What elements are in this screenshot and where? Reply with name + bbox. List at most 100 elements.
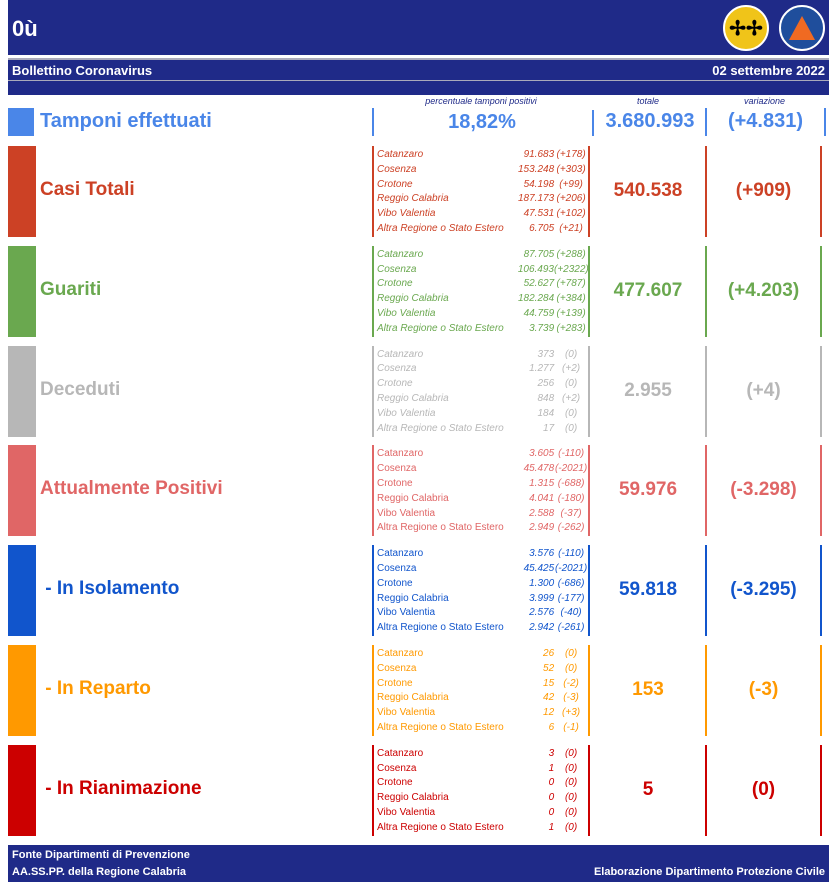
color-block bbox=[8, 744, 36, 836]
region-name: Reggio Calabria bbox=[377, 193, 449, 205]
color-block bbox=[8, 245, 36, 337]
region-delta: (0) bbox=[564, 821, 578, 833]
region-row: Crotone 1.315 (-688) bbox=[374, 477, 588, 492]
region-name: Cosenza bbox=[377, 163, 417, 175]
region-table: Catanzaro 3 (0) Cosenza 1 (0) Crotone 0 … bbox=[372, 744, 590, 836]
bulletin-title: Bollettino Coronavirus bbox=[12, 63, 153, 78]
region-row: Reggio Calabria 4.041 (-180) bbox=[374, 492, 588, 507]
region-value: 1 bbox=[548, 821, 555, 833]
region-row: Vibo Valentia 184 (0) bbox=[374, 407, 588, 422]
header-title: 0ù bbox=[12, 16, 38, 41]
tamponi-totale: 3.680.993 bbox=[592, 110, 706, 136]
region-delta: (-177) bbox=[557, 592, 585, 604]
region-row: Reggio Calabria 3.999 (-177) bbox=[374, 592, 588, 607]
region-value: 3 bbox=[548, 747, 555, 759]
color-block bbox=[8, 108, 34, 136]
region-row: Cosenza 1.277 (+2) bbox=[374, 362, 588, 377]
region-delta: (0) bbox=[564, 378, 578, 390]
col-header-perc: percentuale tamponi positivi bbox=[425, 96, 537, 106]
section-1: Guariti Catanzaro 87.705 (+288) Cosenza … bbox=[8, 245, 829, 337]
section-variazione: (+4.203) bbox=[705, 245, 822, 337]
region-name: Catanzaro bbox=[377, 149, 424, 160]
region-value: 187.173 bbox=[518, 193, 555, 205]
protezione-civile-logo bbox=[779, 5, 825, 51]
color-block bbox=[8, 545, 36, 637]
region-name: Crotone bbox=[377, 577, 413, 589]
region-delta: (-262) bbox=[557, 522, 585, 534]
region-value: 91.683 bbox=[523, 149, 555, 160]
region-value: 3.999 bbox=[529, 592, 555, 604]
footer-credit: Elaborazione Dipartimento Protezione Civ… bbox=[593, 866, 825, 878]
region-name: Crotone bbox=[377, 777, 413, 789]
region-name: Altra Regione o Stato Estero bbox=[377, 222, 504, 234]
region-delta: (-2021) bbox=[554, 562, 588, 574]
region-delta: (+303) bbox=[556, 163, 586, 175]
region-name: Crotone bbox=[377, 477, 413, 489]
region-name: Catanzaro bbox=[377, 648, 424, 659]
region-value: 4.041 bbox=[529, 492, 555, 504]
region-name: Vibo Valentia bbox=[377, 607, 436, 619]
section-totale: 5 bbox=[642, 778, 654, 800]
region-row: Catanzaro 3 (0) bbox=[374, 747, 588, 762]
region-value: 184 bbox=[537, 407, 555, 419]
region-row: Altra Regione o Stato Estero 1 (0) bbox=[374, 821, 588, 836]
region-delta: (0) bbox=[564, 422, 578, 434]
section-variazione: (-3.295) bbox=[705, 545, 822, 637]
region-value: 44.759 bbox=[523, 307, 555, 319]
region-value: 2.949 bbox=[529, 522, 555, 534]
col-header-totale: totale bbox=[636, 96, 660, 106]
footer-asp: AA.SS.PP. della Regione Calabria bbox=[12, 866, 187, 878]
region-value: 2.576 bbox=[529, 607, 555, 619]
region-name: Altra Regione o Stato Estero bbox=[377, 622, 504, 634]
section-totale: 59.818 bbox=[618, 579, 678, 601]
region-name: Crotone bbox=[377, 378, 413, 390]
region-name: Crotone bbox=[377, 677, 413, 689]
region-row: Altra Regione o Stato Estero 2.942 (-261… bbox=[374, 621, 588, 636]
region-row: Altra Regione o Stato Estero 6.705 (+21) bbox=[374, 222, 588, 237]
region-value: 12 bbox=[543, 707, 555, 719]
region-value: 6.705 bbox=[529, 222, 555, 234]
section-variazione: (+4) bbox=[705, 345, 822, 437]
region-name: Reggio Calabria bbox=[377, 792, 449, 804]
region-value: 52.627 bbox=[523, 278, 555, 290]
region-row: Catanzaro 3.605 (-110) bbox=[374, 447, 588, 462]
region-name: Altra Regione o Stato Estero bbox=[377, 322, 504, 334]
region-delta: (0) bbox=[564, 348, 578, 360]
region-delta: (+787) bbox=[556, 278, 586, 290]
region-row: Altra Regione o Stato Estero 3.739 (+283… bbox=[374, 322, 588, 337]
region-delta: (0) bbox=[564, 762, 578, 774]
region-value: 1.315 bbox=[529, 477, 555, 489]
region-delta: (+2) bbox=[562, 363, 581, 375]
section-totale: 2.955 bbox=[624, 379, 672, 401]
col-header-variazione: variazione bbox=[743, 96, 786, 106]
region-row: Catanzaro 3.576 (-110) bbox=[374, 547, 588, 562]
region-delta: (-261) bbox=[557, 622, 585, 634]
region-value: 0 bbox=[548, 792, 555, 804]
region-name: Reggio Calabria bbox=[377, 492, 449, 504]
region-delta: (+139) bbox=[556, 307, 586, 319]
region-row: Cosenza 153.248 (+303) bbox=[374, 163, 588, 178]
region-delta: (+99) bbox=[559, 178, 583, 190]
region-value: 3.605 bbox=[529, 448, 555, 460]
region-delta: (+3) bbox=[562, 707, 581, 719]
section-totale: 540.538 bbox=[613, 180, 683, 201]
section-label: - In Isolamento bbox=[40, 578, 180, 600]
region-name: Reggio Calabria bbox=[377, 692, 449, 704]
section-label: - In Rianimazione bbox=[40, 777, 202, 799]
section-variazione: (+909) bbox=[705, 146, 822, 237]
region-row: Cosenza 1 (0) bbox=[374, 762, 588, 777]
region-row: Vibo Valentia 2.576 (-40) bbox=[374, 606, 588, 621]
region-value: 848 bbox=[537, 392, 555, 404]
section-6: - In Rianimazione Catanzaro 3 (0) Cosenz… bbox=[8, 744, 829, 836]
region-name: Altra Regione o Stato Estero bbox=[377, 721, 504, 733]
region-value: 54.198 bbox=[523, 178, 555, 190]
region-name: Altra Regione o Stato Estero bbox=[377, 821, 504, 833]
region-delta: (-2021) bbox=[554, 463, 588, 475]
region-delta: (+283) bbox=[556, 322, 586, 334]
region-row: Altra Regione o Stato Estero 17 (0) bbox=[374, 422, 588, 437]
region-delta: (+2322) bbox=[554, 263, 589, 275]
region-name: Crotone bbox=[377, 178, 413, 190]
section-label: Guariti bbox=[40, 278, 102, 300]
region-value: 2.942 bbox=[529, 622, 555, 634]
region-name: Cosenza bbox=[377, 562, 417, 574]
